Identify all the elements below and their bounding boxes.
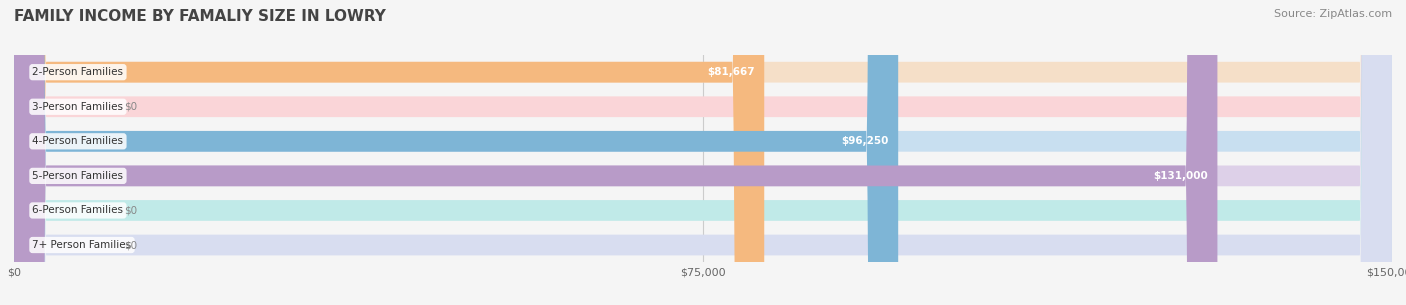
FancyBboxPatch shape xyxy=(14,0,1392,305)
FancyBboxPatch shape xyxy=(14,0,765,305)
FancyBboxPatch shape xyxy=(14,0,1392,305)
Text: $81,667: $81,667 xyxy=(707,67,755,77)
Text: $96,250: $96,250 xyxy=(842,136,889,146)
FancyBboxPatch shape xyxy=(14,0,898,305)
Text: 5-Person Families: 5-Person Families xyxy=(32,171,124,181)
Text: 7+ Person Families: 7+ Person Families xyxy=(32,240,132,250)
Text: $0: $0 xyxy=(124,240,138,250)
Text: 4-Person Families: 4-Person Families xyxy=(32,136,124,146)
FancyBboxPatch shape xyxy=(14,0,1392,305)
Text: Source: ZipAtlas.com: Source: ZipAtlas.com xyxy=(1274,9,1392,19)
Text: $0: $0 xyxy=(124,102,138,112)
FancyBboxPatch shape xyxy=(14,0,1392,305)
FancyBboxPatch shape xyxy=(14,0,1392,305)
Text: FAMILY INCOME BY FAMALIY SIZE IN LOWRY: FAMILY INCOME BY FAMALIY SIZE IN LOWRY xyxy=(14,9,385,24)
Text: $131,000: $131,000 xyxy=(1153,171,1208,181)
FancyBboxPatch shape xyxy=(14,0,1392,305)
Text: 3-Person Families: 3-Person Families xyxy=(32,102,124,112)
Text: $0: $0 xyxy=(124,206,138,215)
Text: 6-Person Families: 6-Person Families xyxy=(32,206,124,215)
FancyBboxPatch shape xyxy=(14,0,1218,305)
Text: 2-Person Families: 2-Person Families xyxy=(32,67,124,77)
